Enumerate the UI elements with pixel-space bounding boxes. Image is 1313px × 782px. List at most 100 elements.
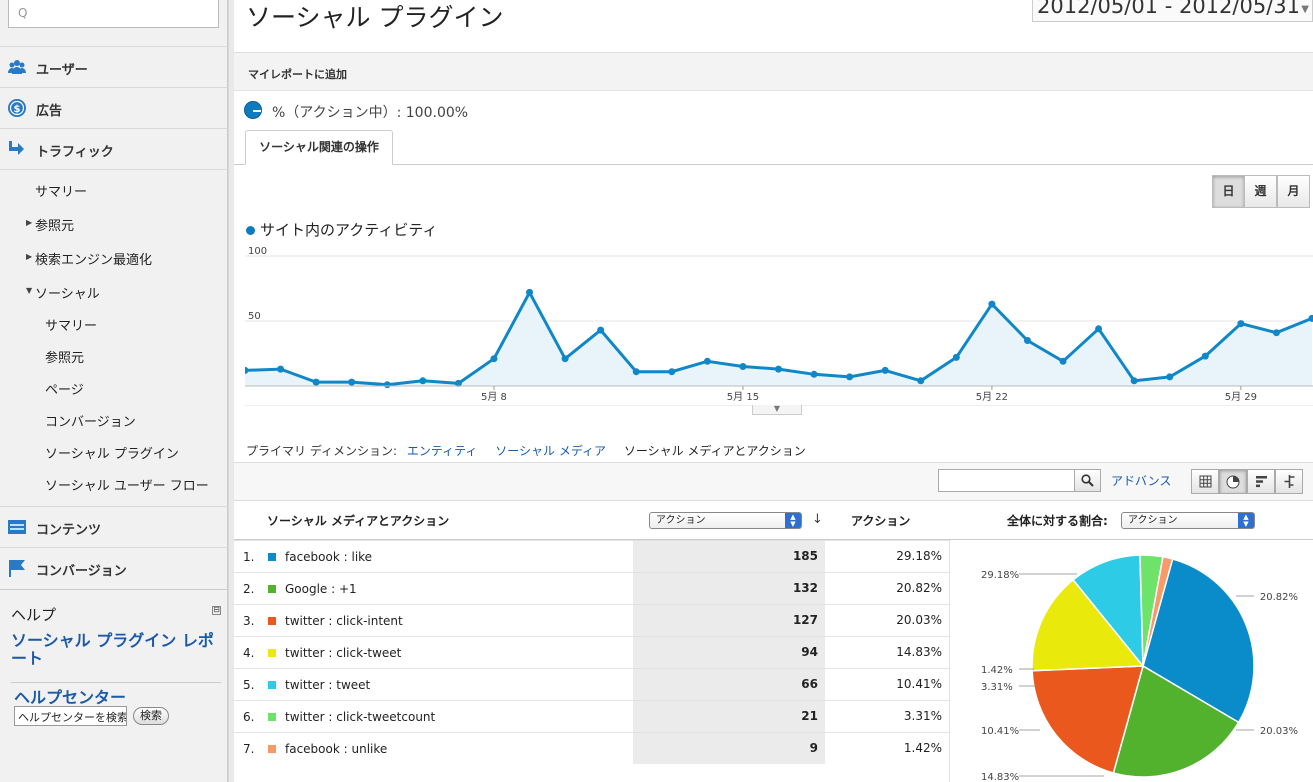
data-point (597, 326, 605, 334)
row-percent: 29.18% (896, 549, 942, 563)
row-name[interactable]: twitter : tweet (285, 678, 371, 692)
period-day-button[interactable]: 日 (1212, 175, 1245, 208)
pie-label: 1.42% (981, 665, 1013, 676)
nav-social-conversions[interactable]: コンバージョン (45, 415, 136, 430)
collapse-arrow-icon: ▼ (26, 286, 33, 295)
table-row[interactable]: 2. Google : +1 132 20.82% (234, 572, 949, 604)
data-point (348, 378, 356, 386)
nav-content-label: コンテンツ (36, 523, 102, 538)
collapse-icon[interactable]: ⊟ (212, 605, 221, 615)
help-search-input[interactable]: ヘルプセンターを検索 (14, 706, 127, 726)
row-number: 3. (243, 614, 255, 628)
activity-line-chart[interactable]: 100 50 5月 8 5月 15 5月 22 5月 29 (245, 246, 1313, 406)
data-point (952, 353, 960, 361)
comparison-view-icon[interactable] (1275, 469, 1303, 494)
nav-social-plugins[interactable]: ソーシャル プラグイン (45, 447, 179, 462)
nav-content[interactable]: コンテンツ (0, 506, 228, 547)
pie-view-icon[interactable] (1219, 469, 1247, 494)
table-row[interactable]: 4. twitter : click-tweet 94 14.83% (234, 636, 949, 668)
column-header-dimension[interactable]: ソーシャル メディアとアクション (267, 514, 450, 528)
data-point (1166, 373, 1174, 381)
row-name[interactable]: facebook : like (285, 550, 373, 564)
advanced-filter-link[interactable]: アドバンス (1111, 474, 1172, 488)
table-filter-input[interactable] (938, 469, 1075, 492)
nav-users[interactable]: ユーザー (0, 46, 228, 87)
table-view-icon[interactable] (1191, 469, 1219, 494)
period-week-button[interactable]: 週 (1244, 175, 1277, 208)
date-range-picker[interactable]: 2012/05/01 - 2012/05/31 ▼ (1032, 0, 1313, 22)
table-row[interactable]: 6. twitter : click-tweetcount 21 3.31% (234, 700, 949, 732)
help-center-link[interactable]: ヘルプセンター (14, 688, 127, 707)
sort-desc-icon[interactable]: ↓ (812, 512, 823, 527)
nav-traffic-social[interactable]: ▼ ソーシャル (26, 283, 100, 302)
row-name[interactable]: twitter : click-tweetcount (285, 710, 436, 724)
nav-traffic-seo[interactable]: ▶ 検索エンジン最適化 (26, 249, 152, 268)
pie-label: 3.31% (981, 682, 1013, 693)
dimension-link-entity[interactable]: エンティティ (406, 444, 478, 458)
period-month-button[interactable]: 月 (1277, 175, 1310, 208)
pie-label: 29.18% (981, 570, 1019, 581)
chevron-down-icon: ▼ (1301, 4, 1309, 15)
table-row[interactable]: 5. twitter : tweet 66 10.41% (234, 668, 949, 700)
row-color-swatch (268, 617, 276, 625)
data-point (1237, 320, 1245, 328)
row-number: 4. (243, 646, 255, 660)
nav-conversions[interactable]: コンバージョン (0, 547, 228, 588)
nav-social-pages[interactable]: ページ (45, 383, 84, 398)
content-icon (8, 520, 26, 534)
search-icon[interactable] (1074, 469, 1101, 492)
share-metric-select[interactable]: アクション ▲ ▼ (1121, 512, 1255, 529)
nav-traffic-referrals[interactable]: ▶ 参照元 (26, 215, 75, 234)
data-point (383, 381, 391, 389)
row-color-swatch (268, 585, 276, 593)
nav-label: ソーシャル (35, 287, 100, 302)
chart-collapse-handle[interactable]: ▼ (752, 405, 802, 415)
column-header-actions[interactable]: アクション (851, 514, 911, 528)
data-point (561, 355, 569, 363)
area-fill (245, 292, 1312, 386)
row-name[interactable]: Google : +1 (285, 582, 357, 596)
pie-label: 20.03% (1260, 726, 1298, 737)
row-value: 185 (633, 541, 825, 572)
main-content: ソーシャル プラグイン 2012/05/01 - 2012/05/31 ▼ マイレ… (234, 0, 1313, 782)
table-row[interactable]: 7. facebook : unlike 9 1.42% (234, 732, 949, 764)
table-row[interactable]: 3. twitter : click-intent 127 20.03% (234, 604, 949, 636)
share-label: 全体に対する割合: (1007, 514, 1108, 528)
sidebar-search-input[interactable]: Q (8, 0, 219, 28)
nav-social-user-flow[interactable]: ソーシャル ユーザー フロー (45, 479, 209, 494)
data-point (632, 368, 640, 376)
help-search-button[interactable]: 検索 (133, 707, 169, 725)
nav-traffic[interactable]: トラフィック (0, 128, 228, 169)
dimension-link-social-media[interactable]: ソーシャル メディア (495, 444, 606, 458)
row-name[interactable]: facebook : unlike (285, 742, 388, 756)
nav-traffic-summary[interactable]: サマリー (35, 185, 88, 200)
row-name[interactable]: twitter : click-tweet (285, 646, 402, 660)
nav-social-referrals[interactable]: 参照元 (45, 351, 85, 366)
expand-arrow-icon: ▶ (26, 252, 33, 261)
metric-select[interactable]: アクション ▲ ▼ (649, 512, 802, 529)
data-point (1130, 377, 1138, 385)
nav-ads[interactable]: $ 広告 (0, 87, 228, 128)
data-point (739, 363, 747, 370)
series-dot-icon (246, 226, 255, 235)
row-value: 132 (633, 573, 825, 604)
flag-icon (9, 560, 25, 577)
row-color-swatch (268, 553, 276, 561)
sidebar-resize-handle[interactable] (228, 0, 234, 782)
nav-label: 参照元 (35, 219, 75, 234)
row-number: 6. (243, 710, 255, 724)
table-row[interactable]: 1. facebook : like 185 29.18% (234, 540, 949, 572)
add-to-my-reports-button[interactable]: マイレポートに追加 (248, 68, 347, 81)
pie-slice (1031, 578, 1145, 672)
primary-dimension-bar: プライマリ ディメンション: エンティティ ソーシャル メディア ソーシャル メ… (246, 442, 806, 459)
x-tick-label: 5月 8 (481, 391, 507, 403)
tab-social-actions[interactable]: ソーシャル関連の操作 (245, 130, 393, 165)
help-panel: ヘルプ ⊟ ソーシャル プラグイン レポート ヘルプセンター ヘルプセンターを検… (0, 589, 228, 782)
bar-view-icon[interactable] (1247, 469, 1275, 494)
data-point (1201, 352, 1209, 360)
help-article-link[interactable]: ソーシャル プラグイン レポート (11, 631, 214, 668)
nav-conversions-label: コンバージョン (36, 564, 127, 579)
nav-social-summary[interactable]: サマリー (45, 319, 98, 334)
row-percent: 20.82% (896, 581, 942, 595)
row-name[interactable]: twitter : click-intent (285, 614, 403, 628)
